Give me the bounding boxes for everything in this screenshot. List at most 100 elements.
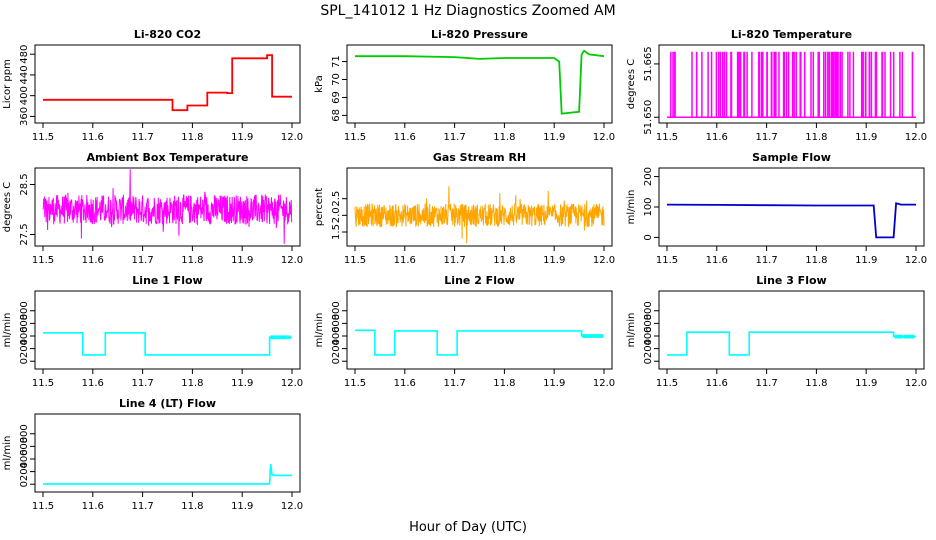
y-tick-label: 400 <box>331 326 342 345</box>
series-line <box>355 329 604 356</box>
y-tick-label: 0 <box>643 358 654 364</box>
panel-title: Li-820 CO2 <box>134 28 201 41</box>
x-tick-label: 11.7 <box>443 132 465 143</box>
x-tick-label: 11.8 <box>805 378 827 389</box>
y-tick-label: 200 <box>643 167 654 186</box>
y-tick-label: 0 <box>643 234 654 240</box>
x-tick-label: 11.8 <box>493 132 515 143</box>
x-tick-label: 11.7 <box>443 255 465 266</box>
panel-5: Gas Stream RH percent 11.5 11.6 11.7 11.8 11.9… <box>314 151 615 266</box>
x-tick-label: 11.5 <box>656 132 678 143</box>
x-tick-label: 11.8 <box>181 255 203 266</box>
figure-xlabel: Hour of Day (UTC) <box>409 520 527 535</box>
x-tick-label: 11.9 <box>543 378 565 389</box>
x-tick-label: 11.5 <box>32 255 54 266</box>
panel-6: Sample Flow ml/min 11.5 11.6 11.7 11.8 11.9 12.… <box>626 151 927 266</box>
panel-frame <box>658 44 925 124</box>
panel-frame <box>34 167 301 247</box>
y-tick-label: 200 <box>19 339 30 358</box>
y-tick-label: 71 <box>331 55 342 68</box>
x-tick-label: 11.6 <box>82 378 104 389</box>
x-tick-label: 11.6 <box>82 255 104 266</box>
panel-title: Gas Stream RH <box>433 151 526 164</box>
panel-frame <box>34 413 301 493</box>
x-tick-label: 12.0 <box>593 132 615 143</box>
y-tick-label: 0 <box>331 358 342 364</box>
x-tick-label: 12.0 <box>905 255 927 266</box>
panel-data <box>355 49 605 115</box>
panel-9: Line 3 Flow ml/min 11.5 11.6 11.7 11.8 11.9 12.… <box>626 274 927 389</box>
panel-data <box>354 186 605 244</box>
y-tick-label: 200 <box>643 339 654 358</box>
x-tick-label: 11.9 <box>855 132 877 143</box>
x-tick-label: 11.9 <box>231 378 253 389</box>
x-tick-label: 11.5 <box>656 378 678 389</box>
x-tick-label: 11.6 <box>706 255 728 266</box>
panel-ylabel: ml/min <box>2 436 13 471</box>
x-tick-label: 11.8 <box>181 501 203 512</box>
x-tick-label: 11.6 <box>82 132 104 143</box>
x-tick-label: 11.8 <box>805 255 827 266</box>
panel-data <box>667 51 916 118</box>
x-tick-label: 12.0 <box>281 255 303 266</box>
x-tick-label: 12.0 <box>905 378 927 389</box>
panel-ylabel: kPa <box>314 75 325 93</box>
series-line <box>43 332 292 356</box>
x-tick-label: 11.5 <box>344 255 366 266</box>
x-tick-label: 11.8 <box>181 378 203 389</box>
y-tick-label: 70 <box>331 73 342 86</box>
y-tick-label: 800 <box>331 301 342 320</box>
figure-title: SPL_141012 1 Hz Diagnostics Zoomed AM <box>320 3 615 19</box>
x-tick-label: 12.0 <box>593 378 615 389</box>
series-line <box>43 54 292 112</box>
y-tick-label: 800 <box>19 424 30 443</box>
panel-data <box>42 169 293 244</box>
panel-2: Li-820 Pressure kPa 11.5 11.6 11.7 11.8 11.9 12… <box>314 28 615 143</box>
y-tick-label: 800 <box>19 301 30 320</box>
panel-ylabel: ml/min <box>626 313 637 348</box>
panel-data <box>43 54 292 112</box>
series-line <box>666 202 916 239</box>
y-tick-label: 2.0 <box>331 207 342 223</box>
x-tick-label: 11.8 <box>493 255 515 266</box>
x-tick-label: 11.8 <box>493 378 515 389</box>
x-tick-label: 11.8 <box>181 132 203 143</box>
y-tick-label: 27.5 <box>19 223 30 245</box>
panel-frame <box>34 44 301 124</box>
panel-4: Ambient Box Temperature degrees C 11.5 11.6… <box>2 151 303 266</box>
series-line <box>667 51 916 118</box>
x-tick-label: 11.7 <box>131 378 153 389</box>
y-tick-label: 100 <box>643 197 654 216</box>
y-tick-label: 480 <box>19 45 30 64</box>
x-tick-label: 11.6 <box>394 378 416 389</box>
x-tick-label: 11.6 <box>82 501 104 512</box>
series-noise <box>894 334 915 339</box>
y-tick-label: 51.665 <box>643 46 654 81</box>
x-tick-label: 11.5 <box>656 255 678 266</box>
x-tick-label: 11.9 <box>855 255 877 266</box>
series-line <box>42 169 293 244</box>
panel-data <box>43 332 292 356</box>
y-tick-label: 400 <box>19 326 30 345</box>
panel-title: Line 1 Flow <box>132 274 202 287</box>
y-tick-label: 0 <box>19 481 30 487</box>
y-tick-label: 200 <box>19 462 30 481</box>
panel-title: Line 3 Flow <box>756 274 826 287</box>
y-tick-label: 400 <box>19 449 30 468</box>
x-tick-label: 11.9 <box>543 132 565 143</box>
x-tick-label: 11.6 <box>706 378 728 389</box>
panel-ylabel: degrees C <box>2 182 13 232</box>
panel-title: Li-820 Temperature <box>731 28 852 41</box>
x-tick-label: 11.6 <box>706 132 728 143</box>
panel-title: Ambient Box Temperature <box>87 151 249 164</box>
y-tick-label: 440 <box>19 65 30 84</box>
y-tick-label: 800 <box>643 301 654 320</box>
panel-title: Li-820 Pressure <box>431 28 528 41</box>
x-tick-label: 11.5 <box>344 132 366 143</box>
panel-ylabel: percent <box>314 188 325 226</box>
panel-ylabel: ml/min <box>2 313 13 348</box>
panel-10: Line 4 (LT) Flow ml/min 11.5 11.6 11.7 11.8 11… <box>2 397 303 512</box>
x-tick-label: 11.5 <box>344 378 366 389</box>
